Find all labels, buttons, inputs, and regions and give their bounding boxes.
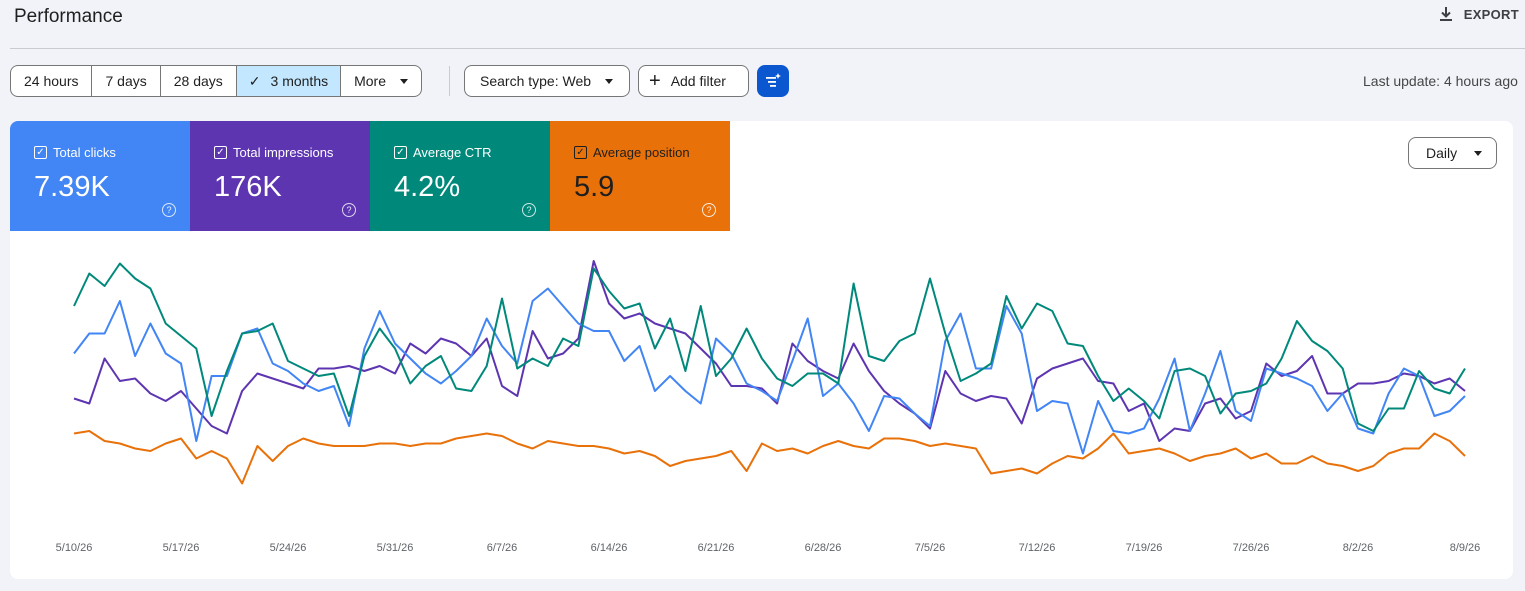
- download-icon: [1439, 7, 1452, 21]
- checkbox-icon[interactable]: ✓: [574, 146, 587, 159]
- plus-icon: +: [649, 70, 661, 92]
- export-label: EXPORT: [1463, 6, 1519, 22]
- metric-label: Average position: [593, 145, 690, 160]
- range-label: 24 hours: [24, 73, 79, 89]
- x-axis-tick-label: 5/10/26: [56, 542, 93, 554]
- range-24-hours[interactable]: 24 hours: [11, 66, 93, 96]
- x-axis-tick-label: 7/26/26: [1233, 542, 1270, 554]
- x-axis-tick-label: 7/5/26: [915, 542, 946, 554]
- help-icon[interactable]: ?: [162, 203, 176, 217]
- performance-line-chart: 5/10/26 5/17/26 5/24/26 5/31/26 6/7/26 6/14/2…: [56, 260, 1481, 554]
- x-axis-tick-label: 5/17/26: [163, 542, 200, 554]
- help-icon[interactable]: ?: [342, 203, 356, 217]
- x-axis-tick-label: 7/19/26: [1126, 542, 1163, 554]
- chevron-down-icon: [1474, 150, 1483, 156]
- range-label: 7 days: [105, 73, 147, 89]
- x-axis-tick-label: 6/21/26: [698, 542, 735, 554]
- metric-label: Total clicks: [53, 145, 116, 160]
- x-axis-tick-label: 5/24/26: [270, 542, 307, 554]
- range-label: More: [354, 73, 387, 89]
- x-axis-tick-label: 5/31/26: [377, 542, 414, 554]
- x-axis-tick-label: 6/7/26: [487, 542, 518, 554]
- filter-options-button[interactable]: [757, 65, 789, 97]
- range-3-months[interactable]: ✓ 3 months: [236, 66, 342, 96]
- metric-label: Total impressions: [233, 145, 334, 160]
- metric-value: 5.9: [574, 171, 615, 203]
- series-line-average-position: [73, 430, 1466, 485]
- metric-label: Average CTR: [413, 145, 492, 160]
- x-axis-tick-label: 7/12/26: [1019, 542, 1056, 554]
- x-axis-tick-label: 6/14/26: [591, 542, 628, 554]
- metric-card-average-position[interactable]: ✓ Average position 5.9 ?: [550, 121, 730, 231]
- page-title: Performance: [14, 6, 123, 27]
- series-line-total-impressions: [73, 260, 1466, 442]
- toolbar-divider: [449, 66, 450, 96]
- checkmark-icon: ✓: [248, 72, 261, 89]
- checkbox-icon[interactable]: ✓: [214, 146, 227, 159]
- chevron-down-icon: [400, 78, 409, 84]
- range-label: 3 months: [270, 73, 329, 89]
- chevron-down-icon: [605, 78, 614, 84]
- x-axis-tick-label: 8/9/26: [1450, 542, 1481, 554]
- last-update-text: Last update: 4 hours ago: [1363, 73, 1518, 89]
- add-filter-button[interactable]: + Add filter: [638, 65, 749, 97]
- search-type-label: Search type: Web: [480, 73, 592, 89]
- filter-sparkle-icon: [766, 73, 781, 87]
- checkbox-icon[interactable]: ✓: [394, 146, 407, 159]
- range-more-dropdown[interactable]: More: [341, 66, 421, 96]
- metric-value: 4.2%: [394, 171, 461, 203]
- metric-value: 176K: [214, 171, 282, 203]
- add-filter-label: Add filter: [670, 73, 726, 89]
- series-line-average-ctr: [73, 262, 1466, 432]
- metric-value: 7.39K: [34, 171, 110, 203]
- series-line-total-clicks: [73, 287, 1466, 455]
- metric-card-total-impressions[interactable]: ✓ Total impressions 176K ?: [190, 121, 370, 231]
- range-7-days[interactable]: 7 days: [92, 66, 161, 96]
- x-axis-tick-label: 6/28/26: [805, 542, 842, 554]
- export-button[interactable]: EXPORT: [1438, 6, 1519, 22]
- header-divider: [10, 48, 1525, 49]
- help-icon[interactable]: ?: [702, 203, 716, 217]
- date-range-selector: 24 hours 7 days 28 days ✓ 3 months More: [10, 65, 423, 97]
- metric-card-total-clicks[interactable]: ✓ Total clicks 7.39K ?: [10, 121, 190, 231]
- x-axis-tick-label: 8/2/26: [1343, 542, 1374, 554]
- granularity-label: Daily: [1426, 145, 1458, 161]
- range-label: 28 days: [173, 73, 223, 89]
- performance-panel: ✓ Total clicks 7.39K ? ✓ Total impressions…: [10, 121, 1513, 579]
- search-type-dropdown[interactable]: Search type: Web: [464, 65, 630, 97]
- checkbox-icon[interactable]: ✓: [34, 146, 47, 159]
- range-28-days[interactable]: 28 days: [161, 66, 237, 96]
- metric-card-average-ctr[interactable]: ✓ Average CTR 4.2% ?: [370, 121, 550, 231]
- granularity-dropdown[interactable]: Daily: [1408, 137, 1497, 169]
- help-icon[interactable]: ?: [522, 203, 536, 217]
